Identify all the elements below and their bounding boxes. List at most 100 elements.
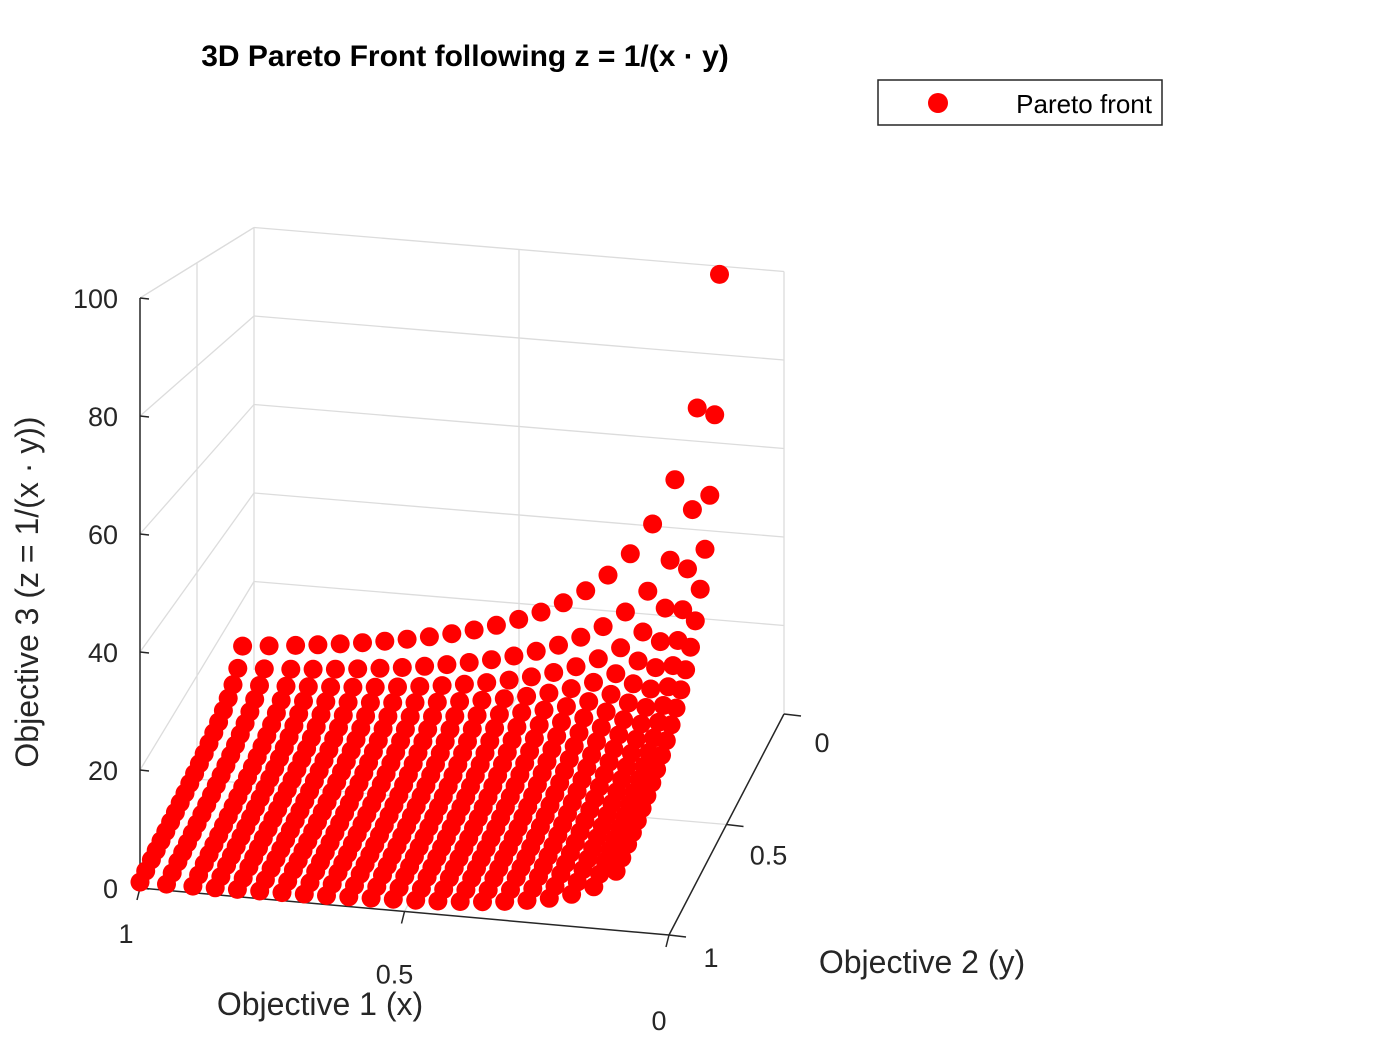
data-point: [671, 680, 691, 700]
data-point: [606, 861, 626, 881]
data-point: [636, 698, 656, 717]
data-point: [303, 659, 323, 679]
data-point: [584, 877, 604, 897]
data-point: [330, 634, 350, 654]
data-point: [553, 593, 573, 613]
data-point: [454, 674, 474, 694]
data-point: [442, 624, 462, 644]
data-point: [643, 514, 663, 534]
data-point: [410, 677, 430, 696]
data-point: [427, 692, 447, 712]
data-point: [415, 656, 435, 676]
data-point: [486, 615, 506, 635]
data-point: [397, 629, 417, 649]
data-point: [623, 674, 643, 694]
data-point: [687, 398, 707, 418]
data-point: [370, 658, 390, 678]
data-point: [588, 649, 608, 669]
data-point: [259, 636, 279, 656]
data-point: [705, 405, 725, 425]
data-point: [227, 879, 247, 899]
axis-layer: 0 20 40 60 80 100 1 0.5 0 0 0.5 1: [73, 284, 830, 1036]
legend-box: [877, 79, 1163, 126]
data-point: [317, 886, 336, 905]
z-tick-label: 40: [88, 638, 118, 668]
data-point: [531, 602, 551, 622]
data-point: [695, 539, 715, 559]
data-point: [130, 872, 150, 892]
data-point: [499, 670, 519, 690]
data-point: [250, 881, 270, 901]
data-point: [700, 485, 720, 505]
data-point: [281, 659, 301, 679]
data-point: [606, 664, 626, 684]
data-point: [205, 878, 225, 898]
data-point: [539, 683, 559, 703]
data-point: [682, 500, 702, 520]
data-point: [512, 703, 532, 723]
z-tick: [139, 533, 150, 536]
y-tick: [726, 823, 744, 828]
data-point: [576, 581, 596, 601]
data-point: [571, 627, 591, 647]
z-tick-label: 80: [88, 402, 118, 432]
data-point: [450, 692, 470, 711]
legend: Pareto front: [877, 79, 1163, 126]
data-point: [678, 559, 697, 579]
z-axis-label: Objective 3 (z = 1/(x · y)): [9, 416, 45, 767]
data-point: [392, 658, 412, 677]
data-point: [633, 622, 653, 642]
data-point: [473, 892, 492, 912]
data-point: [339, 887, 359, 907]
data-point: [419, 627, 439, 647]
data-point: [566, 657, 586, 677]
data-point: [539, 888, 559, 908]
data-point: [661, 715, 681, 735]
data-point: [365, 677, 385, 697]
data-point: [641, 679, 661, 699]
data-point: [690, 579, 710, 599]
y-tick: [668, 934, 687, 938]
data-point: [254, 659, 274, 679]
y-tick: [783, 713, 802, 717]
x-tick-label: 1: [118, 919, 133, 949]
data-point: [437, 655, 457, 675]
z-tick: [139, 297, 150, 300]
data-point: [526, 641, 546, 661]
data-point: [638, 581, 658, 601]
data-point: [534, 700, 554, 720]
z-tick: [139, 769, 150, 772]
data-point: [601, 684, 621, 704]
data-point: [598, 565, 618, 585]
y-axis-label: Objective 2 (y): [819, 944, 1025, 980]
data-point: [298, 677, 318, 697]
data-point: [618, 693, 638, 713]
data-point: [272, 883, 292, 903]
data-point: [504, 646, 524, 666]
z-tick-label: 60: [88, 520, 118, 550]
data-point: [631, 714, 651, 734]
data-point: [228, 658, 248, 678]
data-point: [233, 636, 253, 656]
data-point: [495, 891, 515, 911]
data-point: [383, 889, 403, 909]
data-point: [183, 876, 203, 896]
y-tick-label: 0.5: [750, 841, 788, 871]
x-tick: [665, 934, 670, 948]
data-point: [596, 702, 616, 722]
data-point: [450, 892, 470, 911]
data-point: [361, 888, 381, 908]
data-point: [656, 731, 676, 751]
data-point: [482, 650, 501, 670]
y-tick-label: 1: [703, 943, 718, 973]
data-point: [294, 884, 314, 904]
data-point: [593, 617, 613, 637]
data-point: [343, 677, 363, 697]
data-point: [556, 697, 576, 717]
data-point: [517, 890, 537, 910]
data-point: [646, 658, 666, 678]
data-point: [286, 635, 306, 655]
data-point: [517, 686, 537, 706]
data-point: [157, 874, 176, 894]
